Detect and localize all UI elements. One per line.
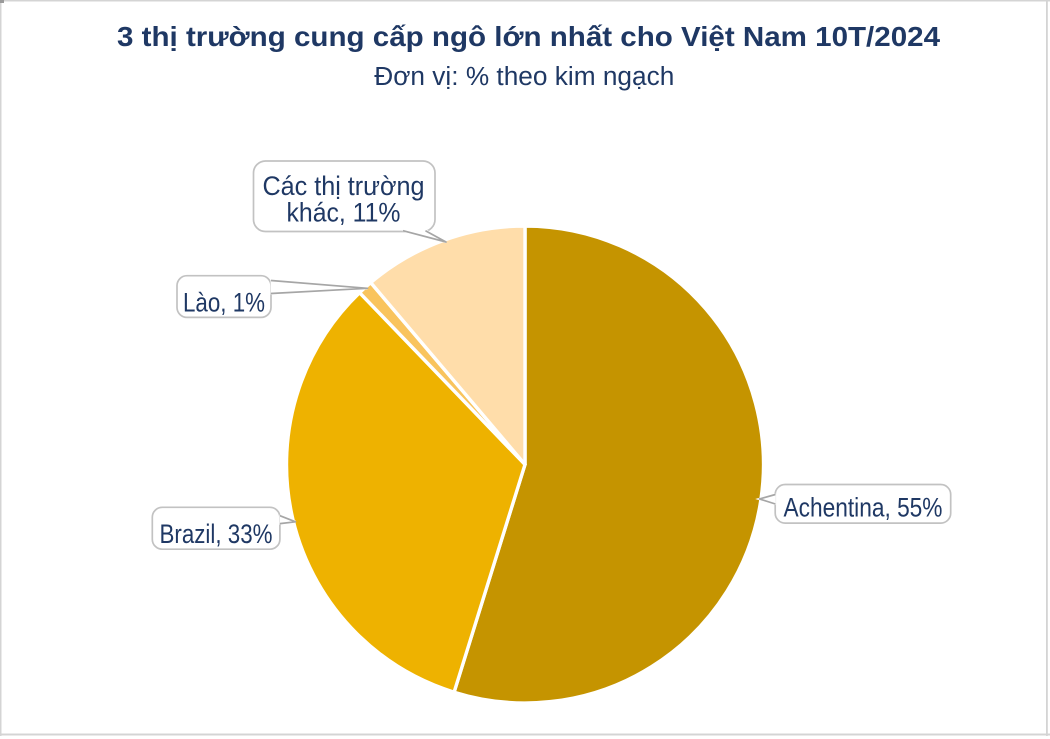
svg-text:Achentina, 55%: Achentina, 55% (784, 493, 943, 523)
svg-text:3 thị trường cung cấp ngô lớn: 3 thị trường cung cấp ngô lớn nhất cho V… (117, 21, 941, 52)
svg-text:Các thị trường: Các thị trường (263, 171, 425, 201)
svg-text:Brazil, 33%: Brazil, 33% (160, 519, 273, 549)
svg-text:Lào, 1%: Lào, 1% (183, 288, 265, 318)
svg-text:khác, 11%: khác, 11% (287, 198, 401, 228)
svg-text:Đơn vị: % theo kim ngạch: Đơn vị: % theo kim ngạch (374, 61, 674, 91)
